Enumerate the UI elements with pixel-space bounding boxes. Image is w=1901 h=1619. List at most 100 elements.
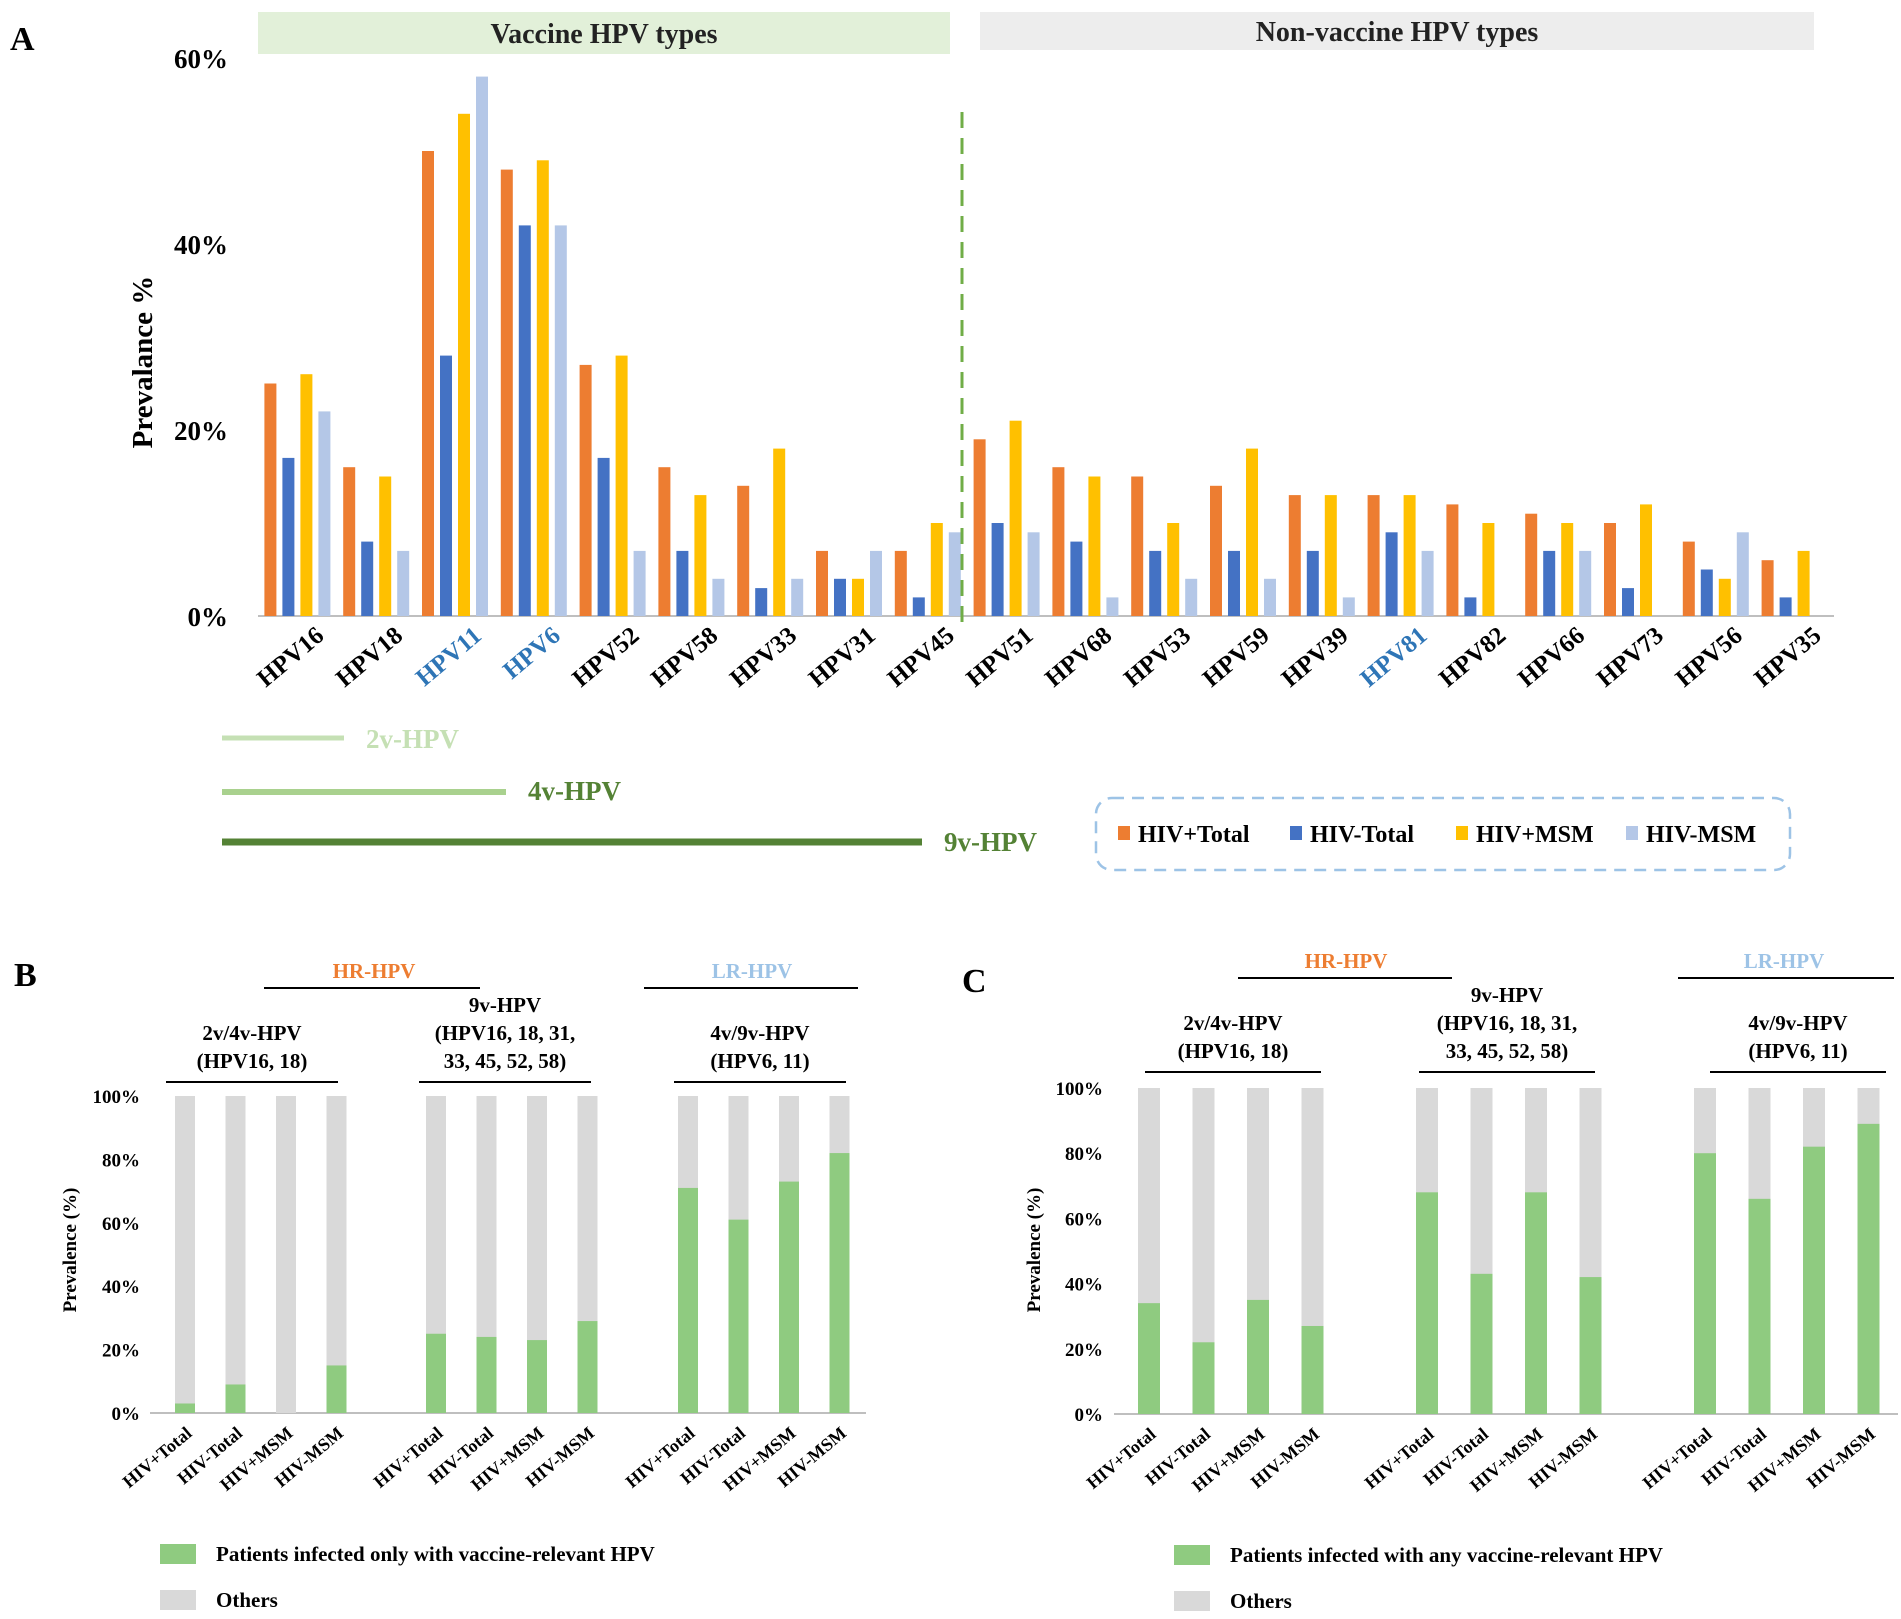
legend-label-vaccine: Patients infected only with vaccine-rele… xyxy=(216,1542,655,1566)
a-bar xyxy=(852,578,864,616)
group-label: 33, 45, 52, 58) xyxy=(444,1049,567,1073)
a-y-tick-label: 60% xyxy=(174,44,228,74)
a-bar xyxy=(1779,597,1792,616)
a-bar xyxy=(1367,495,1380,616)
a-bar xyxy=(694,495,707,616)
a-bar xyxy=(597,457,610,616)
a-bar xyxy=(1288,495,1301,616)
b-chart: 0%20%40%60%80%100%2v/4v-HPV(HPV16, 18)HI… xyxy=(93,993,866,1612)
legend-swatch-others xyxy=(1174,1591,1210,1611)
vaccine-relevant-bar xyxy=(527,1340,547,1413)
legend-swatch-vaccine xyxy=(160,1544,196,1564)
vaccine-relevant-bar xyxy=(728,1219,749,1413)
vaccine-2v-label: 2v-HPV xyxy=(366,724,459,754)
a-bar xyxy=(1228,550,1240,616)
y-tick-label: 60% xyxy=(102,1214,140,1235)
a-bar xyxy=(440,355,452,616)
a-bar xyxy=(1421,550,1434,616)
a-bar xyxy=(1640,504,1652,616)
a-bar xyxy=(1167,523,1180,616)
a-bar xyxy=(361,541,374,616)
a-bar xyxy=(1561,523,1574,616)
a-bar xyxy=(1052,467,1065,616)
others-bar xyxy=(225,1096,246,1413)
vaccine-relevant-bar xyxy=(1579,1277,1602,1414)
a-bar xyxy=(834,578,846,616)
c-chart: 0%20%40%60%80%100%2v/4v-HPV(HPV16, 18)HI… xyxy=(1056,983,1898,1613)
group-label: (HPV16, 18) xyxy=(197,1049,308,1073)
a-bar xyxy=(1543,550,1556,616)
group-label: 4v/9v-HPV xyxy=(710,1021,809,1045)
a-bar xyxy=(737,485,750,616)
group-label: 33, 45, 52, 58) xyxy=(1446,1039,1569,1063)
nonvaccine-band-label: Non-vaccine HPV types xyxy=(1256,17,1539,48)
vaccine-relevant-bar xyxy=(1748,1198,1771,1414)
vaccine-relevant-bar xyxy=(1301,1325,1324,1414)
a-legend-label: HIV-MSM xyxy=(1646,822,1756,848)
a-y-axis-label: Prevalance % xyxy=(127,276,159,449)
panel-b: B HR-HPV LR-HPV Prevalence (%) 0% 20% 40% 6… xyxy=(14,957,866,1612)
a-legend-swatch xyxy=(1118,826,1130,840)
vaccine-relevant-bar xyxy=(326,1365,347,1413)
a-legend-label: HIV+Total xyxy=(1138,822,1250,848)
y-tick-label: 60% xyxy=(1065,1209,1103,1230)
a-bar xyxy=(300,374,313,616)
c-y-axis-label: Prevalence (%) xyxy=(1024,1188,1045,1313)
group-label: (HPV6, 11) xyxy=(1748,1039,1847,1063)
a-bar xyxy=(1525,513,1538,616)
a-bar xyxy=(282,457,295,616)
a-x-tick-label: HPV53 xyxy=(1119,622,1196,693)
a-bar xyxy=(973,439,986,616)
a-x-tick-label: HPV45 xyxy=(883,622,960,693)
a-bar xyxy=(1736,532,1749,616)
legend-label-others: Others xyxy=(1230,1589,1292,1613)
y-tick-label: 100% xyxy=(93,1087,141,1108)
a-bar xyxy=(1070,541,1083,616)
a-legend-swatch xyxy=(1626,826,1638,840)
a-x-tick-label: HPV58 xyxy=(646,622,723,693)
a-bar xyxy=(1482,523,1495,616)
a-legend-box xyxy=(1094,796,1792,872)
vaccine-band-label: Vaccine HPV types xyxy=(490,19,717,50)
a-bar xyxy=(912,597,925,616)
y-tick-label: 0% xyxy=(112,1404,141,1425)
vaccine-relevant-bar xyxy=(1192,1342,1215,1414)
a-bars xyxy=(264,76,1810,617)
a-bar xyxy=(1131,476,1144,616)
others-bar xyxy=(276,1096,296,1413)
vaccine-relevant-bar xyxy=(1470,1273,1493,1414)
others-bar xyxy=(1192,1088,1215,1414)
a-bar xyxy=(633,550,646,616)
a-bar xyxy=(1210,485,1222,616)
a-bar xyxy=(930,523,943,616)
vaccine-relevant-bar xyxy=(1247,1299,1269,1414)
a-bar xyxy=(658,467,671,616)
a-y-ticks: 0% 20% 40% 60% xyxy=(174,44,228,632)
a-bar xyxy=(1149,550,1162,616)
a-bar xyxy=(1718,578,1731,616)
a-bar xyxy=(1385,532,1398,616)
group-label: 2v/4v-HPV xyxy=(1183,1011,1282,1035)
others-bar xyxy=(527,1096,547,1413)
a-x-tick-label: HPV52 xyxy=(568,622,645,693)
a-bar xyxy=(1700,569,1713,616)
vaccine-relevant-bar xyxy=(225,1384,246,1413)
a-bar xyxy=(676,550,689,616)
y-tick-label: 100% xyxy=(1056,1079,1104,1100)
a-bar xyxy=(1682,541,1695,616)
a-bar xyxy=(476,76,488,617)
vaccine-relevant-bar xyxy=(426,1333,446,1413)
vaccine-relevant-bar xyxy=(1138,1303,1160,1414)
vaccine-relevant-bar xyxy=(1694,1153,1716,1414)
group-label: 9v-HPV xyxy=(469,993,541,1017)
y-tick-label: 40% xyxy=(1065,1275,1103,1296)
panel-b-label: B xyxy=(14,957,37,994)
a-bar xyxy=(1027,532,1040,616)
a-x-tick-label: HPV11 xyxy=(411,622,487,692)
a-x-tick-label: HPV66 xyxy=(1513,622,1590,693)
group-label: (HPV16, 18) xyxy=(1178,1039,1289,1063)
a-x-labels: HPV16 HPV18 HPV11 HPV6 HPV52 HPV58 HPV33 HPV31 H… xyxy=(252,622,1826,693)
legend-swatch-vaccine xyxy=(1174,1545,1210,1565)
legend-label-others: Others xyxy=(216,1588,278,1612)
